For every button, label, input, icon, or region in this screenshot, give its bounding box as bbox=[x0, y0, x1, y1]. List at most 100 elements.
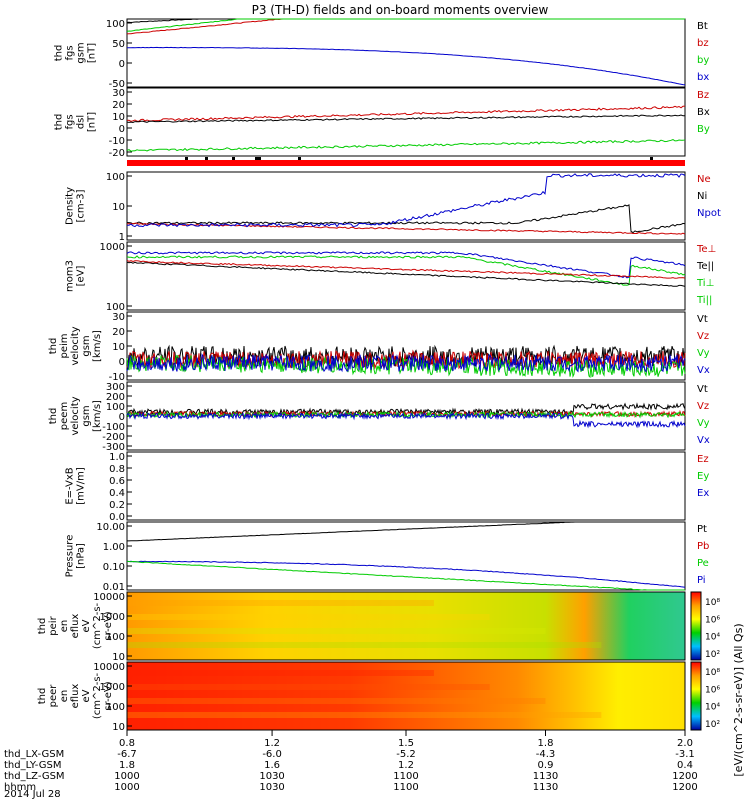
x-axis-row-label: thd_LZ-GSM bbox=[4, 771, 65, 782]
y-axis-label: thdpeirenefluxeV(cm^2-s-sr-eV) bbox=[37, 602, 114, 649]
y-tick-label: -200 bbox=[102, 432, 125, 443]
status-tick bbox=[298, 157, 301, 160]
legend-entry: Pt bbox=[697, 524, 707, 535]
series-te-line bbox=[126, 261, 686, 287]
panel-peir_eflux: 10⁸ 10⁶ 10⁴ 10² 10000 1000 100 10 thdpeireneflux… bbox=[37, 591, 720, 663]
legend-entry: Vx bbox=[697, 435, 710, 446]
panel-frame bbox=[126, 241, 686, 311]
y-tick-label: -20 bbox=[109, 148, 125, 159]
series-bx-line bbox=[127, 46, 686, 86]
y-tick-label: 0.01 bbox=[103, 582, 125, 593]
y-tick-label: 100 bbox=[106, 702, 125, 713]
y-axis-label: thdpeerenefluxeV(cm^2-s-sr-eV) bbox=[37, 672, 114, 719]
y-tick-label: 100 bbox=[106, 19, 125, 30]
status-tick bbox=[255, 157, 258, 160]
x-axis-row-value: 0.9 bbox=[538, 760, 554, 771]
x-axis-row-value: 1100 bbox=[393, 771, 418, 782]
spectrogram-band bbox=[127, 628, 546, 634]
x-axis-row-value: 1130 bbox=[533, 782, 558, 793]
series-by-line bbox=[126, 18, 685, 32]
y-tick-label: -300 bbox=[102, 442, 125, 453]
series-pt-line bbox=[127, 521, 685, 542]
y-tick-label: 10000 bbox=[93, 662, 125, 673]
status-tick bbox=[232, 157, 235, 160]
y-tick-label: 200 bbox=[106, 392, 125, 403]
panels: 100500-50thdfgsgsm[nT]Btbzbybx3020100-10… bbox=[37, 18, 721, 733]
spectrogram-band bbox=[127, 712, 602, 718]
colorbar-tick-label: 10⁴ bbox=[705, 703, 720, 713]
y-tick-label: 1000 bbox=[100, 242, 125, 253]
spectrogram-band bbox=[127, 670, 434, 676]
x-axis-row-value: 1100 bbox=[393, 782, 418, 793]
panel-peer_eflux: 10⁸ 10⁶ 10⁴ 10² 10000 1000 100 10 thdpeereneflux… bbox=[37, 661, 720, 733]
legend-entry: Ni bbox=[697, 191, 707, 202]
x-axis-row-value: -3.1 bbox=[675, 749, 695, 760]
y-axis-label: thdfgsgsm[nT] bbox=[54, 42, 98, 63]
legend-entry: Ex bbox=[697, 488, 709, 499]
legend-entry: Te⊥ bbox=[696, 244, 716, 255]
status-bar bbox=[127, 160, 685, 166]
y-tick-label: 0.4 bbox=[109, 488, 125, 499]
y-tick-label: 30 bbox=[112, 312, 125, 323]
series-bz-line bbox=[126, 18, 685, 35]
x-tick-label: 0.8 bbox=[119, 738, 135, 749]
status-tick bbox=[650, 157, 653, 160]
x-axis-row-value: 0.4 bbox=[677, 760, 693, 771]
legend-entry: Vz bbox=[697, 331, 709, 342]
y-tick-label: 50 bbox=[112, 39, 125, 50]
series-vt-line bbox=[126, 402, 686, 417]
legend-entry: Vy bbox=[697, 418, 710, 429]
legend-entry: Te|| bbox=[696, 261, 714, 272]
legend-entry: Ti|| bbox=[696, 295, 712, 306]
y-tick-label: 0.0 bbox=[109, 512, 125, 523]
legend-entry: Pe bbox=[697, 558, 709, 569]
y-tick-label: 100 bbox=[106, 402, 125, 413]
legend-entry: Ey bbox=[697, 471, 709, 482]
colorbar-tick-label: 10⁶ bbox=[705, 615, 720, 625]
x-axis-row-value: 1200 bbox=[672, 782, 697, 793]
y-tick-label: -10 bbox=[109, 136, 125, 147]
series-pe-line bbox=[126, 560, 685, 591]
x-axis-row-value: 1130 bbox=[533, 771, 558, 782]
spectrogram-band bbox=[127, 642, 602, 648]
x-axis-row-value: 1030 bbox=[259, 782, 284, 793]
legend-entry: Vt bbox=[697, 314, 708, 325]
y-tick-label: 20 bbox=[112, 327, 125, 338]
legend-entry: Vx bbox=[697, 365, 710, 376]
spectrogram-band bbox=[127, 684, 490, 690]
y-tick-label: 10 bbox=[112, 112, 125, 123]
y-axis-label: E=-VxB[mV/m] bbox=[65, 467, 87, 505]
colorbar-tick-label: 10⁸ bbox=[705, 668, 720, 678]
series-bx-line bbox=[126, 114, 686, 124]
x-axis-row-value: -5.2 bbox=[396, 749, 416, 760]
y-tick-label: 0.2 bbox=[109, 500, 125, 511]
y-tick-label: 30 bbox=[112, 88, 125, 99]
panel-efield: 1.00.80.60.40.20.0 E=-VxB[mV/m] Ez Ey Ex bbox=[65, 451, 709, 523]
y-tick-label: 10 bbox=[112, 722, 125, 733]
legend-entry: Npot bbox=[697, 208, 721, 219]
series-teperp-line bbox=[126, 260, 686, 279]
legend-entry: by bbox=[697, 55, 709, 66]
y-tick-label: 20 bbox=[112, 100, 125, 111]
panel-frame bbox=[126, 591, 686, 661]
y-axis-label: Density[cm-3] bbox=[65, 187, 87, 225]
legend-entry: bx bbox=[697, 72, 709, 83]
x-tick-label: 1.8 bbox=[538, 738, 554, 749]
x-axis-row-value: 1.2 bbox=[398, 760, 414, 771]
series-by-line bbox=[126, 139, 686, 152]
y-tick-label: 0.10 bbox=[103, 562, 125, 573]
panel-peim_velocity: 30 20 10 0 -10 thdpeimvelocitygsm[km/s] Vt Vz Vy… bbox=[48, 311, 710, 383]
series-vx-line bbox=[126, 411, 686, 429]
colorbar-tick-label: 10² bbox=[705, 650, 720, 660]
y-tick-label: -100 bbox=[102, 422, 125, 433]
x-axis-row-label: hhmm bbox=[4, 782, 36, 793]
y-tick-label: 1.00 bbox=[103, 542, 125, 553]
chart-title: P3 (TH-D) fields and on-board moments ov… bbox=[252, 3, 549, 17]
x-tick-label: 2.0 bbox=[677, 738, 693, 749]
x-axis-row-value: 1030 bbox=[259, 771, 284, 782]
y-axis-label: Pressure[nPa] bbox=[65, 535, 87, 578]
x-axis-row-label: thd_LX-GSM bbox=[4, 749, 64, 760]
y-tick-label: 1 bbox=[119, 232, 125, 243]
x-axis-row-value: -4.3 bbox=[536, 749, 556, 760]
y-tick-label: 10 bbox=[112, 652, 125, 663]
